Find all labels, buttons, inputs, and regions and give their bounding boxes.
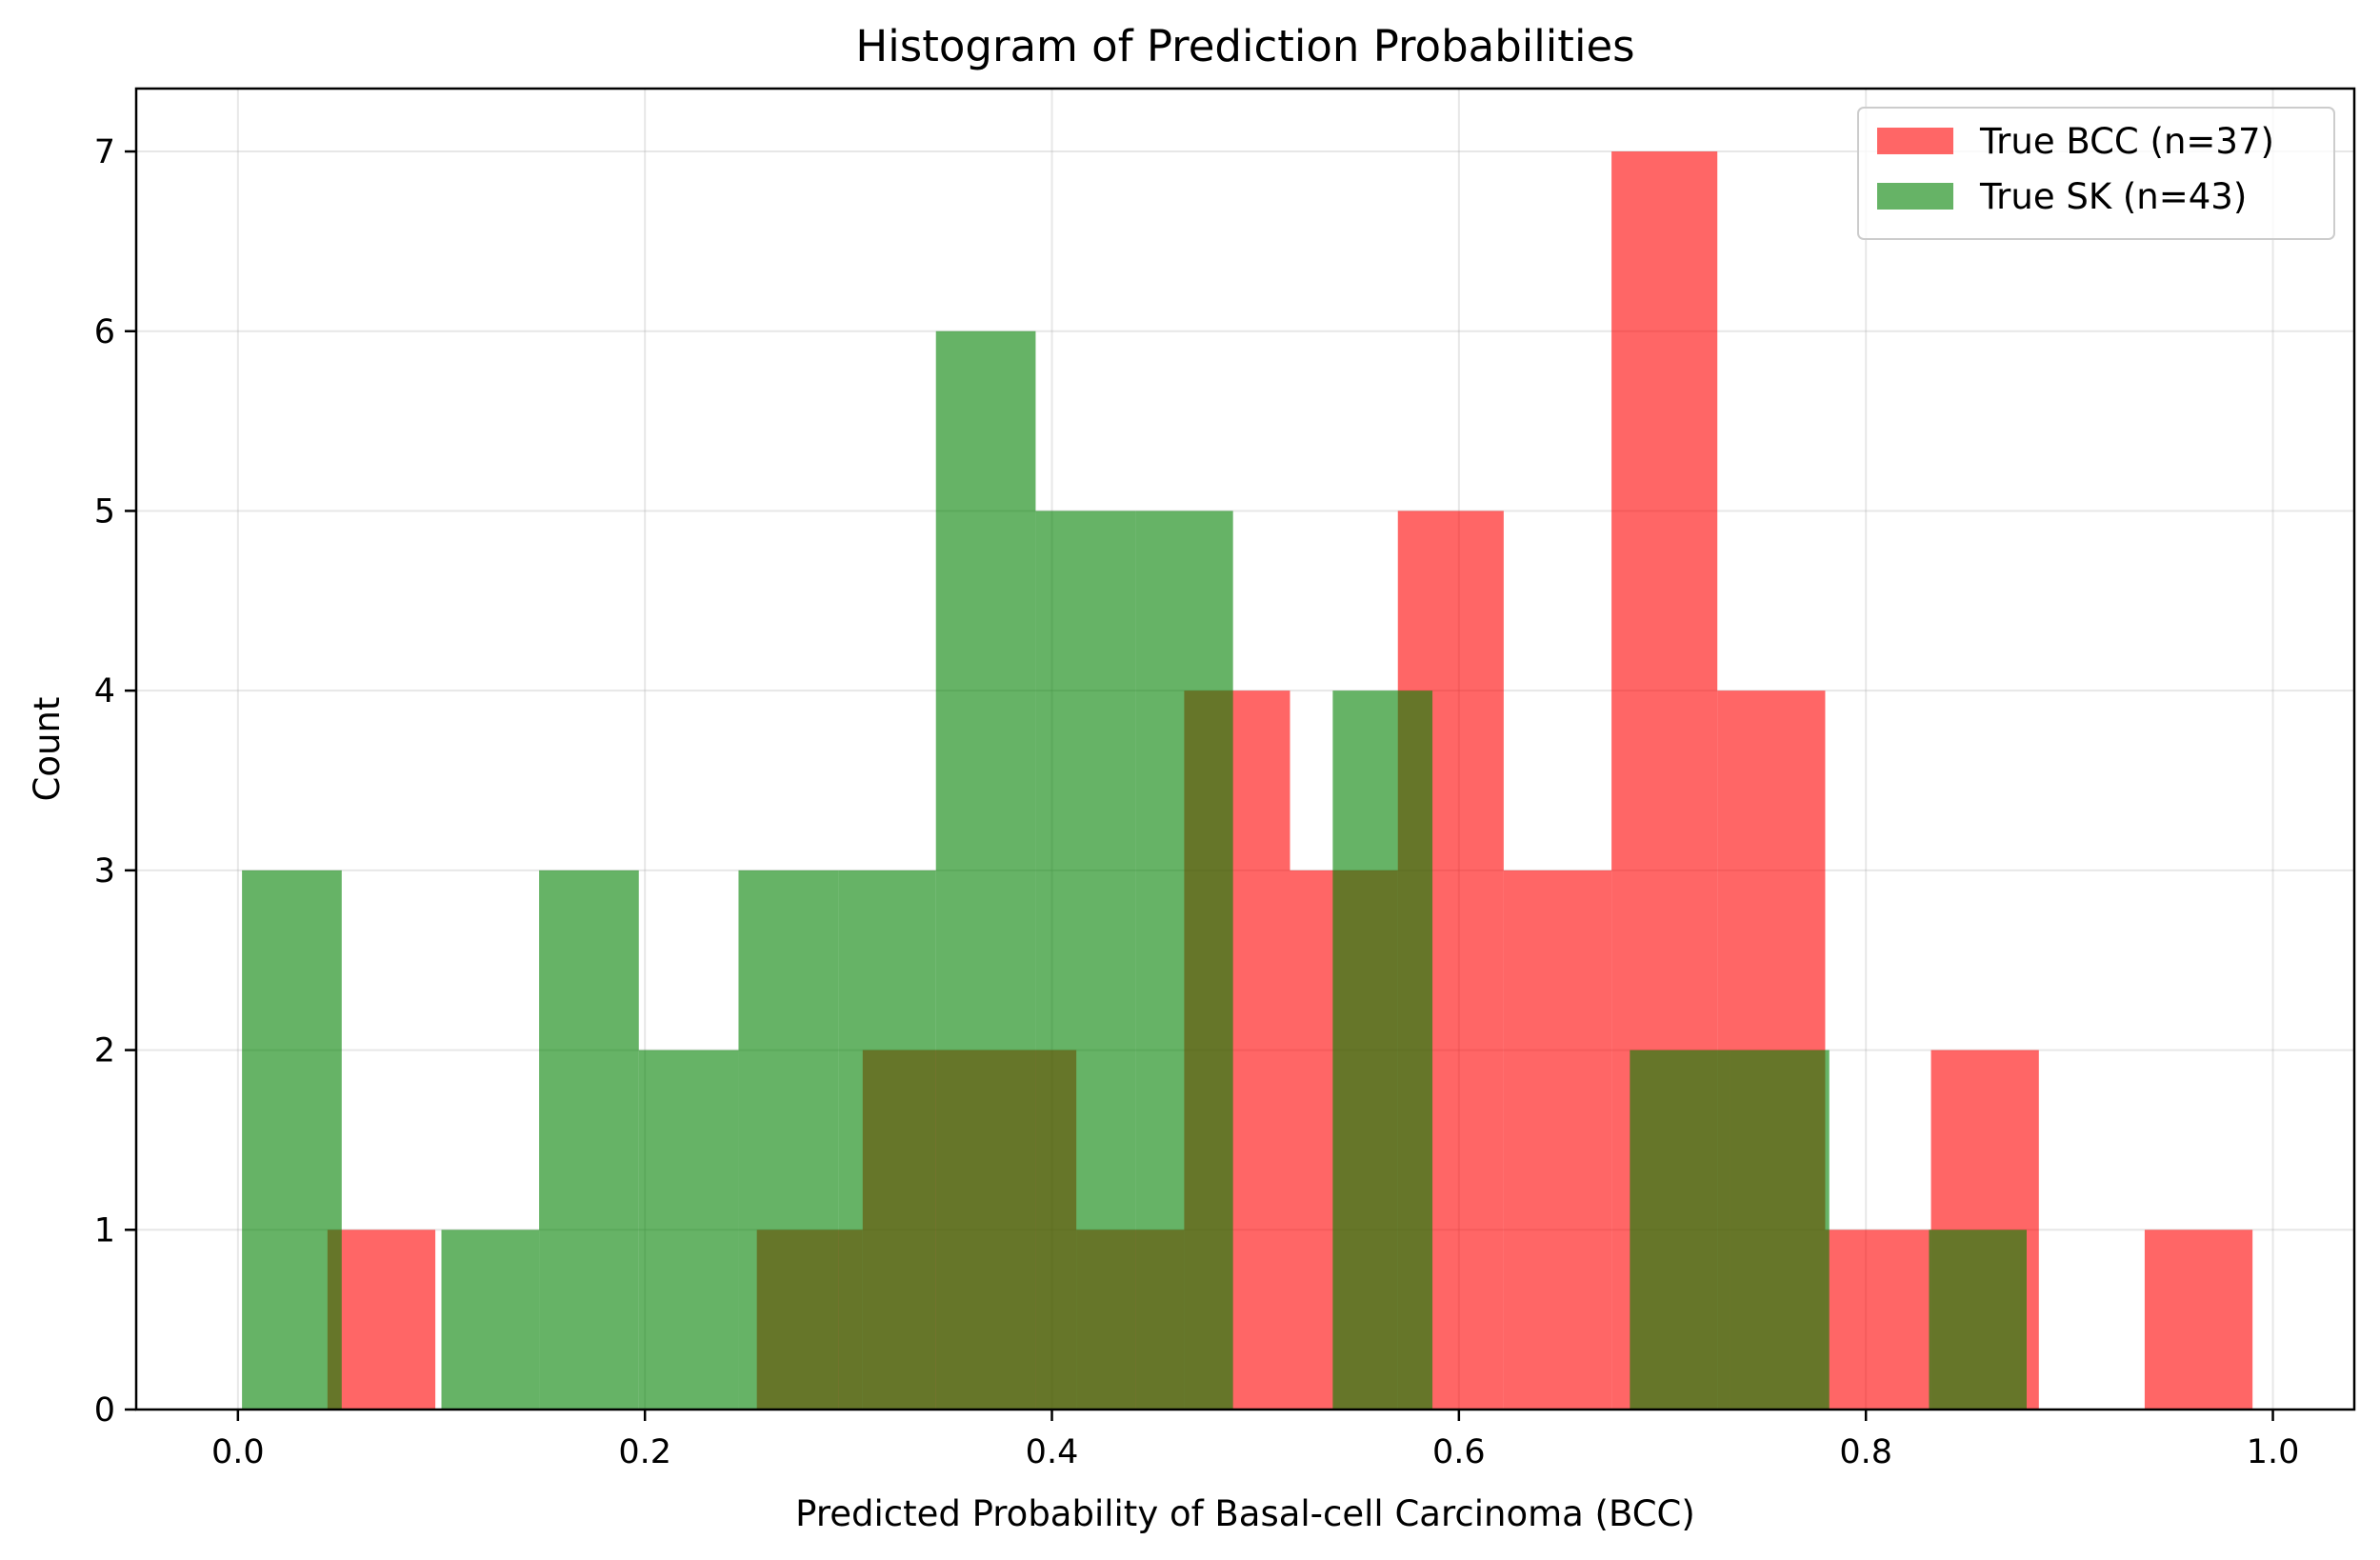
y-tick-label: 0	[94, 1391, 115, 1430]
legend-swatch-bcc	[1877, 128, 1953, 154]
legend-label-bcc: True BCC (n=37)	[1979, 121, 2274, 162]
y-tick-label: 5	[94, 492, 115, 530]
y-tick-label: 3	[94, 852, 115, 890]
y-tick-label: 6	[94, 313, 115, 351]
legend-box	[1857, 107, 2335, 240]
x-axis-label: Predicted Probability of Basal-cell Carc…	[795, 1493, 1695, 1534]
histogram-bar	[1035, 510, 1136, 1410]
histogram-bar	[2144, 1230, 2253, 1410]
histogram-bar	[539, 870, 639, 1410]
histogram-bar	[1503, 870, 1612, 1410]
x-tick-label: 0.0	[211, 1433, 265, 1471]
axis-ticks: 0.0 0.2 0.4 0.6 0.8 1.0 0 1 2 3 4 5 6 7	[94, 133, 2300, 1471]
histogram-bar	[242, 870, 342, 1410]
histogram-bar	[1825, 1230, 1931, 1410]
plot-frame	[134, 87, 2356, 1411]
y-tick-label: 7	[94, 133, 115, 171]
x-tick-label: 1.0	[2247, 1433, 2300, 1471]
y-axis-label: Count	[27, 697, 68, 802]
histogram-bar	[327, 1230, 436, 1410]
series-1-bars	[242, 330, 2027, 1410]
y-tick-label: 4	[94, 672, 115, 710]
histogram-bar	[638, 1050, 739, 1410]
x-tick-label: 0.4	[1026, 1433, 1079, 1471]
legend: True BCC (n=37) True SK (n=43)	[1857, 107, 2335, 240]
histogram-bar	[838, 870, 936, 1410]
x-tick-label: 0.6	[1432, 1433, 1486, 1471]
x-tick-label: 0.2	[618, 1433, 671, 1471]
y-tick-label: 2	[94, 1032, 115, 1070]
histogram-bar	[1332, 690, 1433, 1410]
legend-label-sk: True SK (n=43)	[1979, 176, 2247, 217]
legend-swatch-sk	[1877, 183, 1953, 210]
chart-title: Histogram of Prediction Probabilities	[855, 21, 1634, 71]
histogram-bar	[935, 330, 1036, 1410]
histogram-bar	[441, 1230, 540, 1410]
histogram-bar	[738, 870, 839, 1410]
histogram-bar	[1135, 510, 1233, 1410]
y-tick-label: 1	[94, 1211, 115, 1250]
x-tick-label: 0.8	[1839, 1433, 1892, 1471]
histogram-bar	[1630, 1050, 1730, 1410]
histogram-bar	[1730, 1050, 1830, 1410]
histogram-bars	[242, 151, 2253, 1410]
histogram-bar	[1929, 1230, 2027, 1410]
